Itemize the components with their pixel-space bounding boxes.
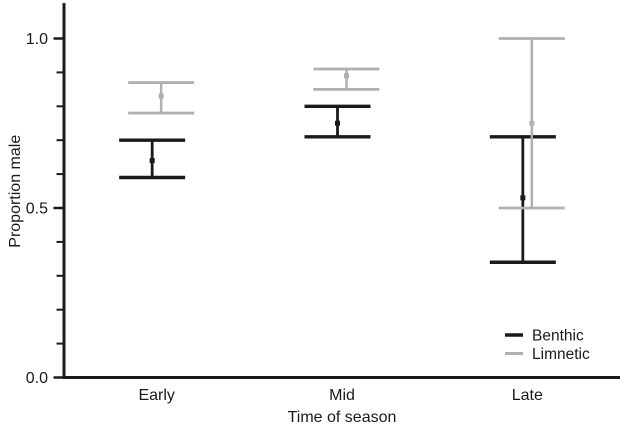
errorbar-limnetic-early <box>128 81 195 115</box>
mean-marker <box>158 93 164 99</box>
x-axis-category-label: Early <box>138 387 174 404</box>
x-axis-category-label: Late <box>512 387 543 404</box>
errorbar-limnetic-mid <box>313 67 380 91</box>
errorbar-limnetic-late <box>498 37 565 210</box>
mean-marker <box>344 73 349 79</box>
y-axis-tick-label: 1.0 <box>26 31 48 48</box>
x-axis-category-label: Mid <box>329 387 355 404</box>
mean-marker <box>149 158 155 164</box>
y-axis-tick-label: 0.5 <box>26 201 48 218</box>
mean-marker <box>529 120 535 126</box>
errorbar-benthic-late <box>489 135 556 264</box>
x-axis-title: Time of season <box>288 409 397 426</box>
legend-label-limnetic: Limnetic <box>532 346 590 363</box>
mean-marker <box>335 120 340 126</box>
errorbar-benthic-mid <box>304 104 371 139</box>
y-axis-tick-label: 0.0 <box>26 370 48 387</box>
legend-label-benthic: Benthic <box>532 328 584 345</box>
y-axis-title: Proportion male <box>7 135 24 248</box>
mean-marker <box>520 195 526 201</box>
errorbar-benthic-early <box>119 138 186 180</box>
